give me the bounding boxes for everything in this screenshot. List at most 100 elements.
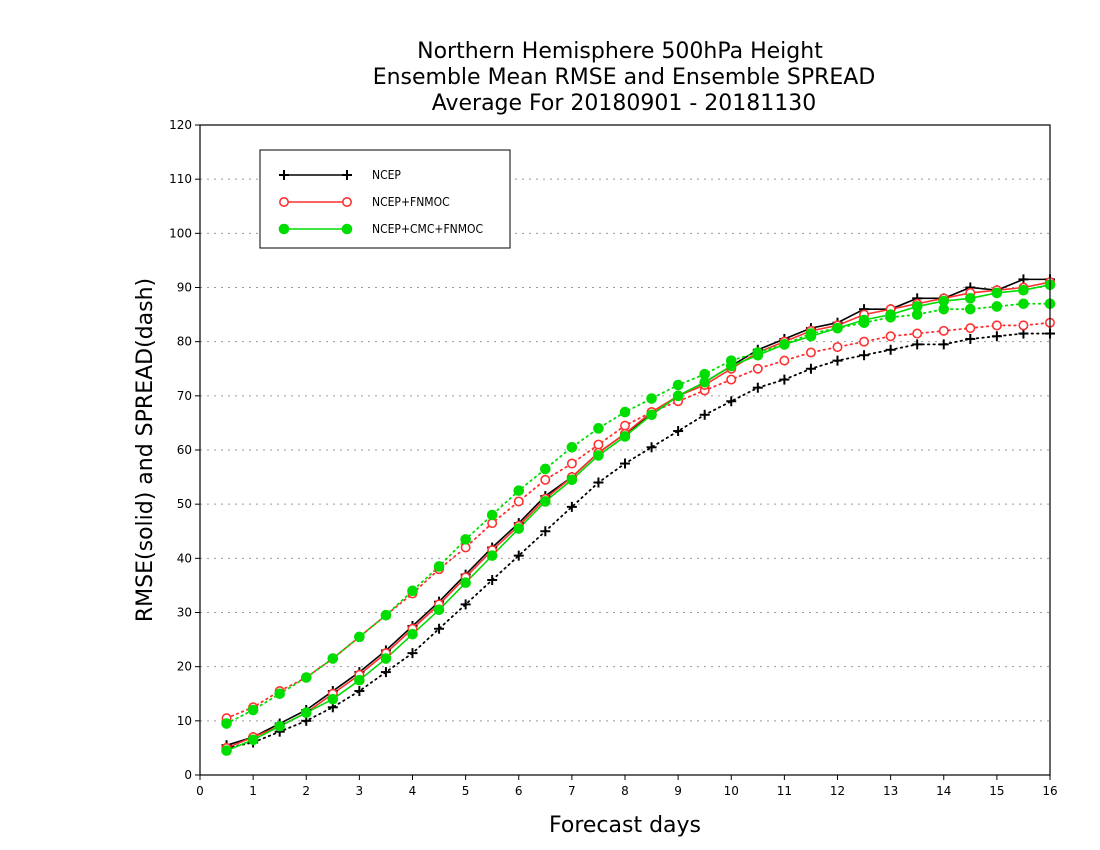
rmse-point-ncep-cmc-fnmoc [991, 287, 1003, 299]
spread-point-ncep [938, 339, 949, 350]
rmse-point-ncep-cmc-fnmoc [407, 628, 418, 640]
spread-point-ncep-cmc-fnmoc [407, 585, 418, 597]
legend-marker [341, 197, 352, 208]
rmse-line-ncep [226, 278, 1050, 746]
spread-point-ncep [513, 550, 524, 561]
legend-marker [342, 170, 352, 180]
legend: NCEP NCEP+FNMOC NCEP+CMC+FNMOC [259, 149, 511, 249]
spread-point-ncep-cmc-fnmoc [619, 406, 631, 418]
spread-point-ncep [566, 501, 577, 512]
spread-point-ncep-cmc-fnmoc [513, 485, 525, 496]
spread-point-ncep [354, 686, 365, 697]
spread-point-ncep-fnmoc [991, 320, 1002, 331]
spread-point-ncep-fnmoc [805, 347, 816, 358]
rmse-point-ncep-cmc-fnmoc [619, 431, 631, 442]
legend-item-ncep-fnmoc: NCEP+FNMOC [278, 195, 450, 209]
y-axis: 0 10 20 30 40 50 60 70 80 90 100 110 120 [169, 118, 200, 782]
spread-point-ncep-cmc-fnmoc [646, 393, 657, 404]
legend-item-ncep: NCEP [279, 168, 401, 182]
rmse-point-ncep-cmc-fnmoc [779, 339, 790, 350]
spread-point-ncep-cmc-fnmoc [566, 441, 578, 453]
y-axis-label: RMSE(solid) and SPREAD(dash) [133, 278, 158, 622]
spread-point-ncep-fnmoc [885, 331, 896, 342]
legend-label: NCEP+CMC+FNMOC [372, 222, 483, 236]
legend-marker [278, 197, 289, 208]
spread-point-ncep-fnmoc [513, 496, 524, 507]
spread-point-ncep [646, 442, 657, 453]
spread-point-ncep [779, 374, 790, 385]
x-tick-label: 8 [621, 784, 629, 798]
spread-point-ncep [726, 396, 737, 407]
chart-title-line-1: Northern Hemisphere 500hPa Height [417, 39, 823, 64]
x-tick-label: 14 [936, 784, 951, 798]
rmse-point-ncep-cmc-fnmoc [911, 301, 923, 312]
spread-point-ncep [434, 623, 445, 634]
spread-point-ncep-cmc-fnmoc [1018, 298, 1029, 310]
x-axis-label: Forecast days [549, 813, 701, 838]
x-tick-label: 13 [883, 784, 898, 798]
rmse-point-ncep-cmc-fnmoc [433, 604, 445, 616]
spread-point-ncep-cmc-fnmoc [247, 704, 259, 716]
spread-point-ncep [673, 426, 684, 437]
x-axis: 0 1 2 3 4 5 6 7 8 9 10 11 12 13 14 15 16 [196, 775, 1058, 798]
rmse-point-ncep-cmc-fnmoc [938, 295, 950, 307]
spread-point-ncep-cmc-fnmoc [460, 534, 471, 545]
x-tick-label: 3 [356, 784, 364, 798]
spread-line-ncep-fnmoc [225, 321, 1051, 720]
x-tick-label: 2 [302, 784, 310, 798]
spread-point-ncep-fnmoc [938, 325, 949, 336]
spread-point-ncep-cmc-fnmoc [486, 509, 498, 521]
x-tick-label: 12 [830, 784, 845, 798]
spread-point-ncep-cmc-fnmoc [965, 303, 976, 315]
rmse-point-ncep-cmc-fnmoc [805, 330, 817, 342]
rmse-point-ncep-cmc-fnmoc [885, 309, 896, 320]
rmse-point-ncep-cmc-fnmoc [672, 390, 684, 402]
x-tick-label: 7 [568, 784, 576, 798]
rmse-point-ncep-cmc-fnmoc [1018, 284, 1029, 296]
x-tick-label: 6 [515, 784, 523, 798]
spread-point-ncep [885, 344, 896, 355]
y-tick-label: 40 [177, 551, 192, 565]
rmse-point-ncep-cmc-fnmoc [540, 496, 551, 507]
spread-point-ncep [620, 458, 630, 469]
rmse-point-ncep-cmc-fnmoc [247, 734, 259, 746]
legend-label: NCEP [372, 168, 401, 182]
legend-box [259, 149, 511, 249]
spread-point-ncep-fnmoc [779, 355, 790, 366]
legend-marker [278, 223, 290, 235]
spread-point-ncep [699, 409, 710, 420]
rmse-point-ncep-cmc-fnmoc [221, 745, 232, 756]
spread-point-ncep-cmc-fnmoc [380, 609, 392, 621]
rmse-point-ncep-cmc-fnmoc [566, 474, 578, 486]
legend-marker [341, 223, 353, 235]
spread-point-ncep [965, 333, 976, 344]
rmse-point-ncep-cmc-fnmoc [486, 550, 498, 561]
rmse-point-ncep-cmc-fnmoc [274, 720, 285, 732]
rmse-point-ncep-cmc-fnmoc [832, 322, 843, 334]
spread-line-ncep-cmc-fnmoc [225, 302, 1051, 725]
spread-point-ncep-fnmoc [752, 363, 763, 374]
x-tick-label: 9 [674, 784, 682, 798]
spread-point-ncep-cmc-fnmoc [221, 718, 232, 729]
spread-point-ncep [407, 648, 418, 659]
series-layer [221, 274, 1056, 756]
spread-point-ncep [805, 363, 816, 374]
rmse-point-ncep-cmc-fnmoc [646, 409, 657, 421]
spread-point-ncep [752, 382, 763, 393]
legend-item-ncep-cmc-fnmoc: NCEP+CMC+FNMOC [278, 222, 483, 236]
spread-point-ncep-cmc-fnmoc [672, 379, 684, 391]
x-tick-label: 4 [409, 784, 417, 798]
spread-point-ncep-fnmoc [859, 336, 870, 347]
rmse-point-ncep-cmc-fnmoc [752, 349, 764, 361]
y-tick-label: 60 [177, 443, 192, 457]
legend-marker [279, 170, 289, 180]
spread-point-ncep-fnmoc [593, 439, 604, 450]
spread-point-ncep-cmc-fnmoc [991, 301, 1003, 312]
y-tick-label: 80 [177, 335, 192, 349]
rmse-point-ncep-cmc-fnmoc [327, 693, 339, 705]
spread-point-ncep-cmc-fnmoc [540, 463, 551, 475]
x-tick-label: 10 [724, 784, 739, 798]
spread-point-ncep-cmc-fnmoc [354, 631, 365, 643]
spread-line-ncep [225, 332, 1051, 749]
